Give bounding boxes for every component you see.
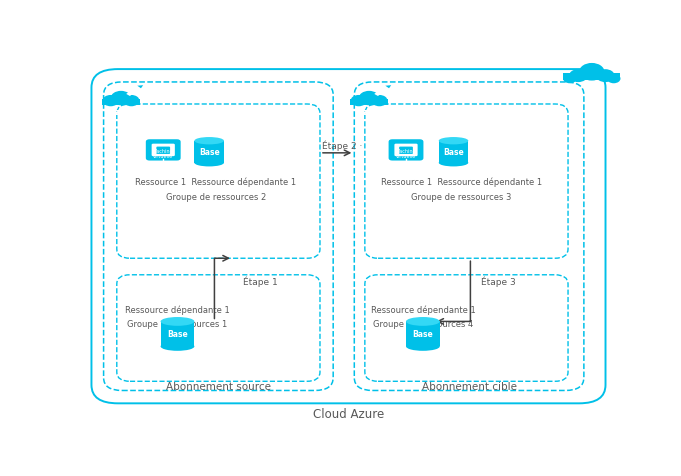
FancyBboxPatch shape	[389, 140, 424, 161]
Polygon shape	[126, 87, 141, 97]
Text: Ressource dépendante 1: Ressource dépendante 1	[125, 305, 230, 315]
Text: Ressource 1  Ressource dépendante 1: Ressource 1 Ressource dépendante 1	[381, 177, 542, 187]
Polygon shape	[194, 141, 224, 163]
Text: Cloud Azure: Cloud Azure	[313, 407, 385, 420]
FancyBboxPatch shape	[394, 144, 417, 157]
Polygon shape	[563, 73, 620, 81]
Circle shape	[359, 92, 379, 106]
Polygon shape	[406, 322, 440, 347]
Ellipse shape	[439, 138, 469, 145]
Polygon shape	[161, 322, 194, 347]
Circle shape	[579, 64, 605, 81]
Ellipse shape	[406, 342, 440, 351]
Circle shape	[569, 70, 588, 83]
Circle shape	[111, 92, 131, 106]
Polygon shape	[375, 87, 389, 97]
Text: Ressource 1  Ressource dépendante 1: Ressource 1 Ressource dépendante 1	[136, 177, 297, 187]
Text: Groupe de ressources 3: Groupe de ressources 3	[411, 193, 511, 202]
Text: Abonnement source: Abonnement source	[166, 381, 271, 391]
Text: Base: Base	[413, 330, 433, 339]
Text: Groupe de ressources 2: Groupe de ressources 2	[166, 193, 266, 202]
Text: Base: Base	[167, 330, 188, 339]
Text: Étape 1: Étape 1	[243, 276, 279, 287]
FancyBboxPatch shape	[399, 147, 413, 155]
Circle shape	[371, 96, 387, 107]
Polygon shape	[439, 141, 469, 163]
Text: Machine
virtuelle: Machine virtuelle	[153, 149, 174, 159]
Text: Groupe de ressources 4: Groupe de ressources 4	[373, 319, 473, 328]
Text: Étape 2 ·: Étape 2 ·	[321, 140, 362, 151]
Ellipse shape	[194, 138, 224, 145]
FancyBboxPatch shape	[146, 140, 180, 161]
Text: Azure: Azure	[358, 108, 383, 117]
Ellipse shape	[194, 160, 224, 167]
Circle shape	[607, 75, 620, 84]
Ellipse shape	[161, 317, 194, 326]
Ellipse shape	[406, 317, 440, 326]
Polygon shape	[101, 99, 140, 106]
Circle shape	[596, 70, 614, 83]
Circle shape	[563, 75, 577, 84]
Ellipse shape	[439, 160, 469, 167]
Text: Azure: Azure	[110, 108, 135, 117]
FancyBboxPatch shape	[157, 147, 170, 155]
Polygon shape	[350, 99, 388, 106]
Polygon shape	[385, 86, 391, 89]
Circle shape	[351, 96, 367, 107]
Text: Groupe de ressources 1: Groupe de ressources 1	[127, 319, 227, 328]
Circle shape	[123, 96, 140, 107]
Text: Étape 3: Étape 3	[481, 276, 516, 287]
FancyBboxPatch shape	[152, 144, 175, 157]
Text: Base: Base	[443, 148, 464, 157]
Ellipse shape	[161, 342, 194, 351]
Text: Machine
virtuelle: Machine virtuelle	[396, 149, 416, 159]
Text: Abonnement cible: Abonnement cible	[422, 381, 517, 391]
Polygon shape	[138, 86, 143, 89]
Circle shape	[103, 96, 118, 107]
Text: Base: Base	[199, 148, 219, 157]
Text: Ressource dépendante 1: Ressource dépendante 1	[370, 305, 475, 315]
